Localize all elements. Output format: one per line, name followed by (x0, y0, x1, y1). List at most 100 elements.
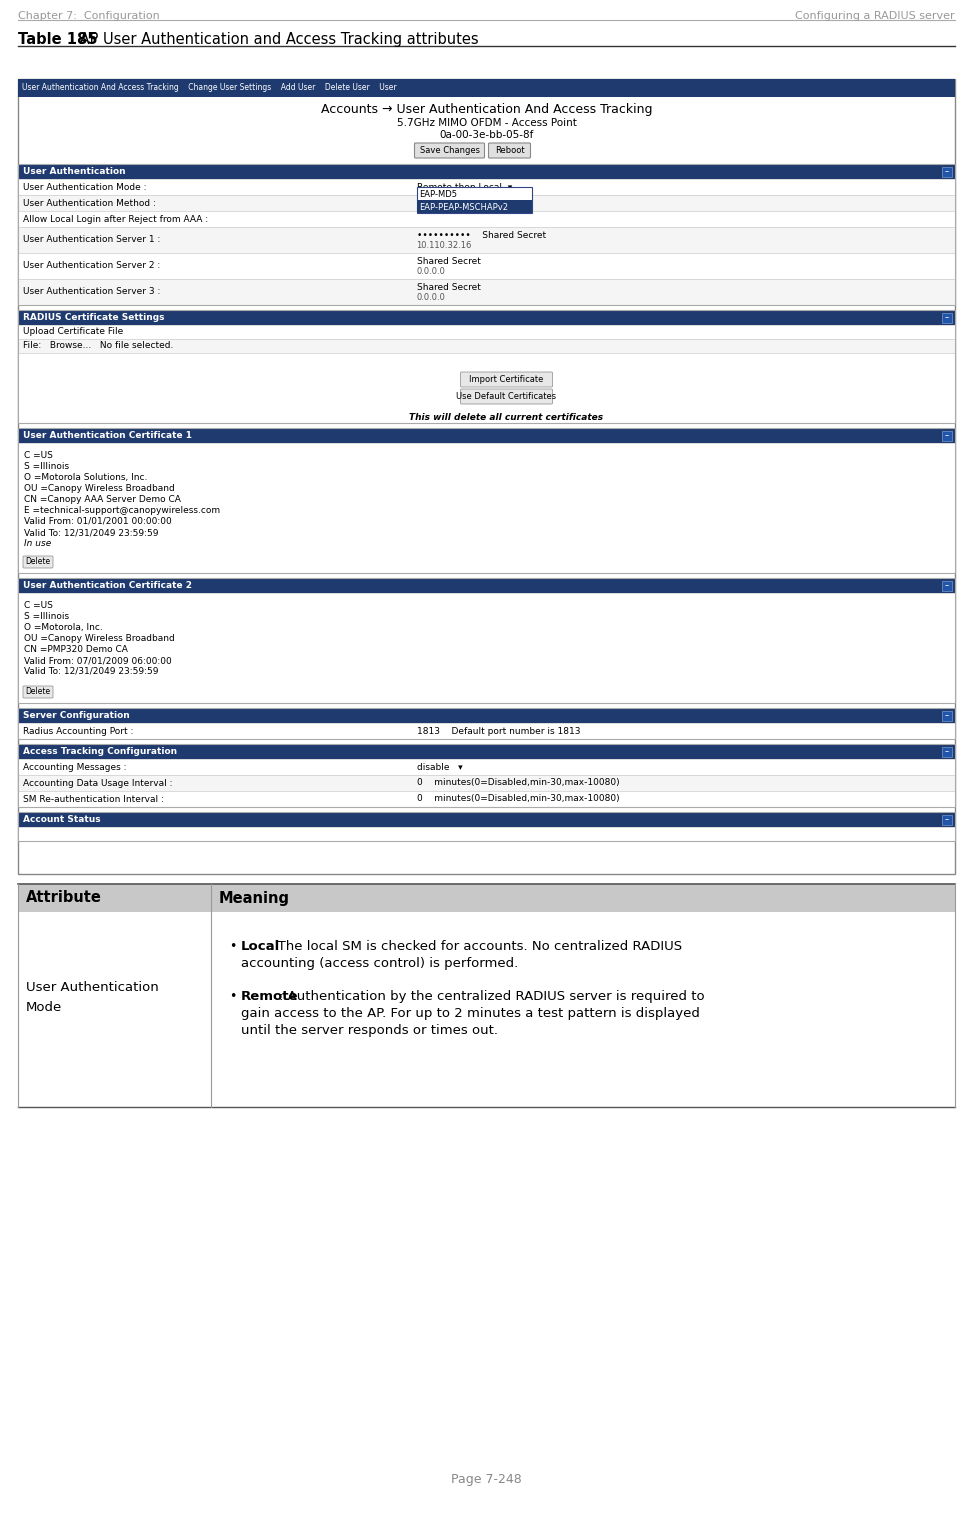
Bar (18, 812, 955, 840)
Text: Delete: Delete (25, 557, 51, 566)
Bar (942, 712, 952, 721)
Text: O =Motorola Solutions, Inc.: O =Motorola Solutions, Inc. (24, 472, 147, 481)
Bar (942, 581, 952, 590)
Text: Attribute: Attribute (26, 890, 102, 905)
Text: •: • (229, 940, 236, 952)
Text: Table 185: Table 185 (18, 32, 97, 47)
Text: –: – (945, 313, 949, 322)
Text: –: – (945, 712, 949, 721)
Text: Configuring a RADIUS server: Configuring a RADIUS server (795, 11, 955, 21)
Text: Accounting Messages :: Accounting Messages : (23, 763, 126, 772)
Bar (942, 746, 952, 757)
Text: •: • (229, 990, 236, 1002)
Bar (18, 353, 955, 422)
Text: EAP-MD5: EAP-MD5 (419, 189, 457, 198)
Text: C =US: C =US (24, 451, 53, 460)
Bar (942, 431, 952, 441)
Bar (18, 79, 955, 97)
Text: Reboot: Reboot (494, 145, 524, 154)
Text: Allow Local Login after Reject from AAA :: Allow Local Login after Reject from AAA … (23, 215, 208, 224)
FancyBboxPatch shape (460, 372, 553, 388)
Text: Use Default Certificates: Use Default Certificates (456, 392, 557, 401)
Bar (416, 188, 531, 213)
Text: EAP-PEAP-MSCHAPv2 ▾: EAP-PEAP-MSCHAPv2 ▾ (416, 198, 519, 207)
Text: CN =Canopy AAA Server Demo CA: CN =Canopy AAA Server Demo CA (24, 495, 181, 504)
Text: AP User Authentication and Access Tracking attributes: AP User Authentication and Access Tracki… (75, 32, 479, 47)
Text: S =Illinois: S =Illinois (24, 612, 69, 621)
Text: Upload Certificate File: Upload Certificate File (23, 327, 124, 336)
Bar (18, 911, 955, 1107)
FancyBboxPatch shape (488, 142, 530, 157)
Text: Meaning: Meaning (219, 890, 290, 905)
FancyBboxPatch shape (460, 389, 553, 404)
Bar (18, 827, 955, 840)
Text: Delete: Delete (25, 687, 51, 696)
Bar (18, 724, 955, 739)
Bar (18, 775, 955, 790)
Text: Accounts → User Authentication And Access Tracking: Accounts → User Authentication And Acces… (321, 103, 652, 117)
Text: –: – (945, 746, 949, 755)
Text: Import Certificate: Import Certificate (469, 375, 544, 385)
Text: OU =Canopy Wireless Broadband: OU =Canopy Wireless Broadband (24, 634, 175, 643)
Text: O =Motorola, Inc.: O =Motorola, Inc. (24, 622, 103, 631)
Text: 1813    Default port number is 1813: 1813 Default port number is 1813 (416, 727, 580, 736)
Text: gain access to the AP. For up to 2 minutes a test pattern is displayed: gain access to the AP. For up to 2 minut… (241, 1007, 700, 1020)
Text: User Authentication Server 3 :: User Authentication Server 3 : (23, 288, 161, 297)
Text: Account Status: Account Status (23, 815, 100, 824)
Text: –: – (945, 581, 949, 590)
Text: –: – (945, 815, 949, 824)
Bar (18, 578, 955, 593)
Text: Valid From: 07/01/2009 06:00:00: Valid From: 07/01/2009 06:00:00 (24, 656, 172, 665)
Text: ••••••••••    Shared Secret: •••••••••• Shared Secret (416, 230, 546, 239)
FancyBboxPatch shape (23, 686, 53, 698)
Text: 0a-00-3e-bb-05-8f: 0a-00-3e-bb-05-8f (440, 130, 533, 139)
Text: User Authentication
Mode: User Authentication Mode (26, 981, 159, 1014)
Bar (18, 812, 955, 827)
Bar (18, 743, 955, 759)
Text: EAP-PEAP-MSCHAPv2: EAP-PEAP-MSCHAPv2 (419, 203, 509, 212)
Text: This will delete all current certificates: This will delete all current certificate… (410, 413, 603, 422)
Bar (416, 200, 531, 213)
Bar (18, 578, 955, 702)
Bar (942, 815, 952, 825)
Text: 5.7GHz MIMO OFDM - Access Point: 5.7GHz MIMO OFDM - Access Point (397, 118, 576, 129)
Text: In use: In use (24, 539, 52, 548)
Text: User Authentication Mode :: User Authentication Mode : (23, 183, 147, 191)
Bar (18, 227, 955, 253)
Text: User Authentication: User Authentication (23, 167, 126, 176)
Bar (18, 709, 955, 739)
FancyBboxPatch shape (23, 556, 53, 568)
Bar (18, 884, 955, 911)
Bar (18, 428, 955, 572)
Text: C =US: C =US (24, 601, 53, 610)
Text: Remote: Remote (241, 990, 299, 1002)
Text: 0    minutes(0=Disabled,min-30,max-10080): 0 minutes(0=Disabled,min-30,max-10080) (416, 795, 619, 804)
Text: OU =Canopy Wireless Broadband: OU =Canopy Wireless Broadband (24, 484, 175, 494)
Text: User Authentication Server 1 :: User Authentication Server 1 : (23, 236, 161, 244)
Text: 10.110.32.16: 10.110.32.16 (416, 242, 472, 250)
Text: Local: Local (241, 940, 280, 952)
Text: disable   ▾: disable ▾ (416, 763, 462, 772)
Text: Accounting Data Usage Interval :: Accounting Data Usage Interval : (23, 778, 172, 787)
Bar (18, 339, 955, 353)
Bar (18, 310, 955, 326)
Text: accounting (access control) is performed.: accounting (access control) is performed… (241, 957, 519, 970)
Bar (942, 313, 952, 322)
Bar (18, 444, 955, 572)
Text: Chapter 7:  Configuration: Chapter 7: Configuration (18, 11, 160, 21)
Text: 0.0.0.0: 0.0.0.0 (416, 268, 446, 277)
Bar (18, 310, 955, 422)
Text: Remote then Local  ▾: Remote then Local ▾ (416, 183, 512, 191)
Text: Server Configuration: Server Configuration (23, 712, 129, 721)
Text: CN =PMP320 Demo CA: CN =PMP320 Demo CA (24, 645, 127, 654)
Bar (18, 164, 955, 179)
Bar (18, 279, 955, 304)
Text: –: – (945, 167, 949, 176)
Text: Page 7-248: Page 7-248 (451, 1473, 522, 1485)
Text: Radius Accounting Port :: Radius Accounting Port : (23, 727, 133, 736)
Bar (18, 79, 955, 874)
FancyBboxPatch shape (414, 142, 485, 157)
Bar (18, 709, 955, 724)
Text: Valid To: 12/31/2049 23:59:59: Valid To: 12/31/2049 23:59:59 (24, 528, 159, 537)
Text: User Authentication And Access Tracking    Change User Settings    Add User    D: User Authentication And Access Tracking … (22, 83, 397, 92)
